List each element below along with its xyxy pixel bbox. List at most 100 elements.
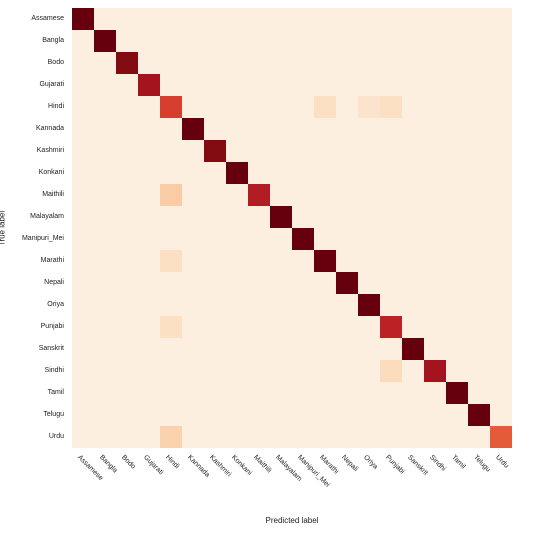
heatmap-cell	[94, 162, 116, 184]
y-tick-label: Kannada	[0, 125, 64, 132]
heatmap-cell	[336, 8, 358, 30]
heatmap-cell	[116, 30, 138, 52]
heatmap-cell	[204, 250, 226, 272]
heatmap-cell	[490, 52, 512, 74]
heatmap-cell	[72, 162, 94, 184]
heatmap-cell	[402, 8, 424, 30]
heatmap-cell	[402, 74, 424, 96]
heatmap-cell	[314, 96, 336, 118]
heatmap-cell	[358, 8, 380, 30]
heatmap-cell	[138, 206, 160, 228]
heatmap-cell	[490, 272, 512, 294]
heatmap-cell	[94, 74, 116, 96]
heatmap-cell	[116, 140, 138, 162]
heatmap-cell	[270, 96, 292, 118]
heatmap-cell	[446, 52, 468, 74]
heatmap-cell	[116, 294, 138, 316]
heatmap-cell	[204, 74, 226, 96]
heatmap-cell	[138, 404, 160, 426]
heatmap-cell	[160, 96, 182, 118]
heatmap-cell	[468, 250, 490, 272]
heatmap-cell	[160, 228, 182, 250]
heatmap-cell	[182, 382, 204, 404]
heatmap-cell	[270, 316, 292, 338]
heatmap-cell	[336, 206, 358, 228]
heatmap-cell	[182, 228, 204, 250]
heatmap-cell	[336, 30, 358, 52]
heatmap-cell	[204, 118, 226, 140]
heatmap-cell	[490, 360, 512, 382]
heatmap-cell	[160, 360, 182, 382]
heatmap-cell	[424, 206, 446, 228]
heatmap-cell	[490, 316, 512, 338]
heatmap-cell	[182, 426, 204, 448]
heatmap-cell	[138, 162, 160, 184]
heatmap-cell	[446, 74, 468, 96]
heatmap-cell	[358, 74, 380, 96]
heatmap-cell	[160, 8, 182, 30]
heatmap-cell	[248, 184, 270, 206]
heatmap-cell	[94, 52, 116, 74]
heatmap-cell	[490, 162, 512, 184]
heatmap-cell	[116, 162, 138, 184]
heatmap-cell	[446, 404, 468, 426]
heatmap-cell	[270, 8, 292, 30]
heatmap-cell	[138, 52, 160, 74]
heatmap-cell	[402, 140, 424, 162]
heatmap-cell	[226, 96, 248, 118]
heatmap-cell	[446, 140, 468, 162]
heatmap-cell	[248, 272, 270, 294]
heatmap-cell	[336, 338, 358, 360]
heatmap-cell	[226, 140, 248, 162]
heatmap-cell	[380, 426, 402, 448]
heatmap-cell	[94, 140, 116, 162]
x-tick-label: Kannada	[186, 454, 211, 479]
heatmap-cell	[468, 426, 490, 448]
heatmap-cell	[72, 184, 94, 206]
y-tick-label: Urdu	[0, 433, 64, 440]
heatmap-cell	[380, 382, 402, 404]
heatmap-cell	[424, 272, 446, 294]
heatmap-cell	[160, 30, 182, 52]
heatmap-cell	[138, 8, 160, 30]
heatmap-cell	[94, 206, 116, 228]
heatmap-cell	[248, 52, 270, 74]
heatmap-cell	[336, 74, 358, 96]
y-tick-label: Punjabi	[0, 323, 64, 330]
heatmap-cell	[468, 140, 490, 162]
heatmap-cell	[292, 206, 314, 228]
heatmap-cell	[72, 426, 94, 448]
heatmap-cell	[94, 250, 116, 272]
x-tick-label: Hindi	[164, 454, 180, 470]
heatmap-cell	[94, 404, 116, 426]
heatmap-cell	[292, 360, 314, 382]
heatmap-cell	[270, 74, 292, 96]
heatmap-cell	[336, 382, 358, 404]
heatmap-cell	[270, 228, 292, 250]
heatmap-cell	[468, 162, 490, 184]
y-tick-label: Malayalam	[0, 213, 64, 220]
heatmap-cell	[380, 272, 402, 294]
heatmap-cell	[160, 118, 182, 140]
heatmap-cell	[292, 52, 314, 74]
heatmap-cell	[116, 404, 138, 426]
heatmap-cell	[116, 184, 138, 206]
heatmap-cell	[94, 316, 116, 338]
heatmap-cell	[248, 74, 270, 96]
heatmap-cell	[490, 96, 512, 118]
heatmap-cell	[160, 140, 182, 162]
heatmap-cell	[160, 206, 182, 228]
heatmap-cell	[72, 206, 94, 228]
heatmap-cell	[182, 360, 204, 382]
heatmap-cell	[226, 52, 248, 74]
heatmap-cell	[270, 404, 292, 426]
heatmap-cell	[446, 184, 468, 206]
heatmap-cell	[314, 118, 336, 140]
heatmap-cell	[270, 272, 292, 294]
heatmap-cell	[446, 382, 468, 404]
heatmap-cell	[358, 338, 380, 360]
heatmap-cell	[248, 250, 270, 272]
heatmap-cell	[72, 52, 94, 74]
heatmap-cell	[380, 206, 402, 228]
heatmap-cell	[226, 426, 248, 448]
